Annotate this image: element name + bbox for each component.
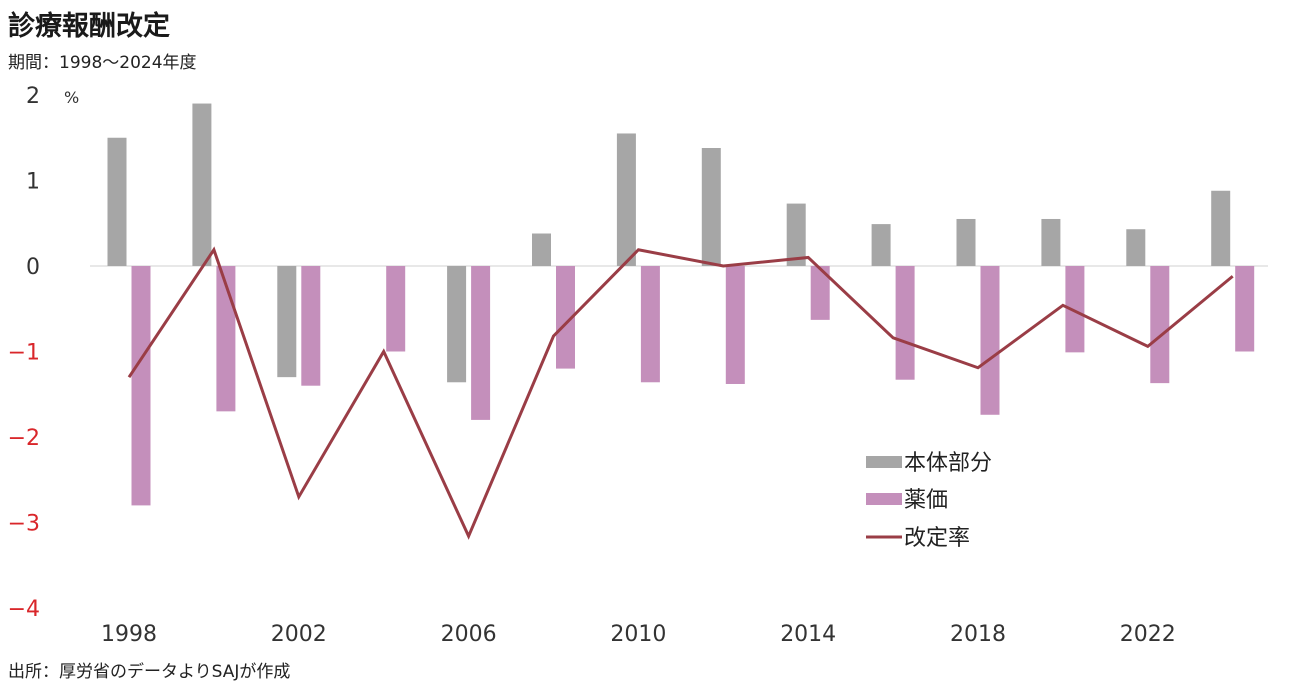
line-series [127, 246, 1234, 540]
y-axis-unit: % [64, 88, 79, 107]
bar-core [616, 133, 636, 266]
bar-core [532, 233, 551, 266]
bar-drug-price [640, 266, 660, 383]
bar-drug-price [131, 266, 151, 506]
line-revision-rate [127, 246, 1234, 540]
bar-core [786, 203, 806, 266]
bar-core [447, 266, 467, 383]
y-tick-label: 2 [26, 84, 40, 109]
bar-core [871, 224, 891, 266]
y-tick-label: 0 [26, 255, 40, 280]
bar-core [1211, 190, 1231, 266]
legend-label: 薬価 [904, 488, 948, 513]
y-tick-label: 1 [26, 170, 40, 195]
bar-drug-price [1150, 266, 1170, 384]
y-tick-label: −3 [8, 512, 40, 537]
bar-drug-price [980, 266, 1000, 415]
x-tick-label: 2006 [441, 622, 497, 647]
bar-series [107, 103, 1255, 506]
y-tick-label: −4 [8, 597, 40, 622]
legend-swatch [866, 456, 902, 468]
x-tick-label: 1998 [101, 622, 157, 647]
x-tick-label: 2002 [271, 622, 327, 647]
bar-drug-price [301, 266, 321, 386]
y-tick-label: −1 [8, 341, 40, 366]
y-axis-ticks: 2 1 0 −1 −2 −3 −4 [8, 84, 40, 622]
x-tick-label: 2022 [1120, 622, 1176, 647]
x-tick-label: 2018 [950, 622, 1006, 647]
x-tick-label: 2010 [610, 622, 666, 647]
bar-drug-price [810, 266, 830, 320]
bar-drug-price [1065, 266, 1085, 353]
legend-label: 改定率 [904, 526, 970, 551]
chart-subtitle: 期間：1998〜2024年度 [8, 53, 197, 73]
bar-core [277, 266, 297, 378]
bar-core [701, 148, 721, 266]
x-tick-label: 2014 [780, 622, 836, 647]
bar-core [1126, 229, 1146, 266]
bar-drug-price [725, 266, 745, 384]
chart-source: 出所：厚労省のデータよりSAJが作成 [8, 662, 291, 682]
bar-core [192, 103, 212, 266]
legend-swatch [866, 493, 902, 505]
x-axis-ticks: 1998 2002 2006 2010 2014 2018 2022 [101, 622, 1176, 647]
bar-drug-price [386, 266, 406, 352]
bar-drug-price [895, 266, 915, 380]
bar-core [956, 218, 976, 266]
chart-title: 診療報酬改定 [8, 11, 170, 42]
bar-core [1041, 218, 1061, 266]
legend-label: 本体部分 [904, 451, 992, 476]
y-tick-label: −2 [8, 426, 40, 451]
bar-drug-price [471, 266, 491, 420]
bar-core [107, 137, 127, 266]
bar-drug-price [556, 266, 575, 369]
bar-drug-price [1235, 266, 1255, 352]
